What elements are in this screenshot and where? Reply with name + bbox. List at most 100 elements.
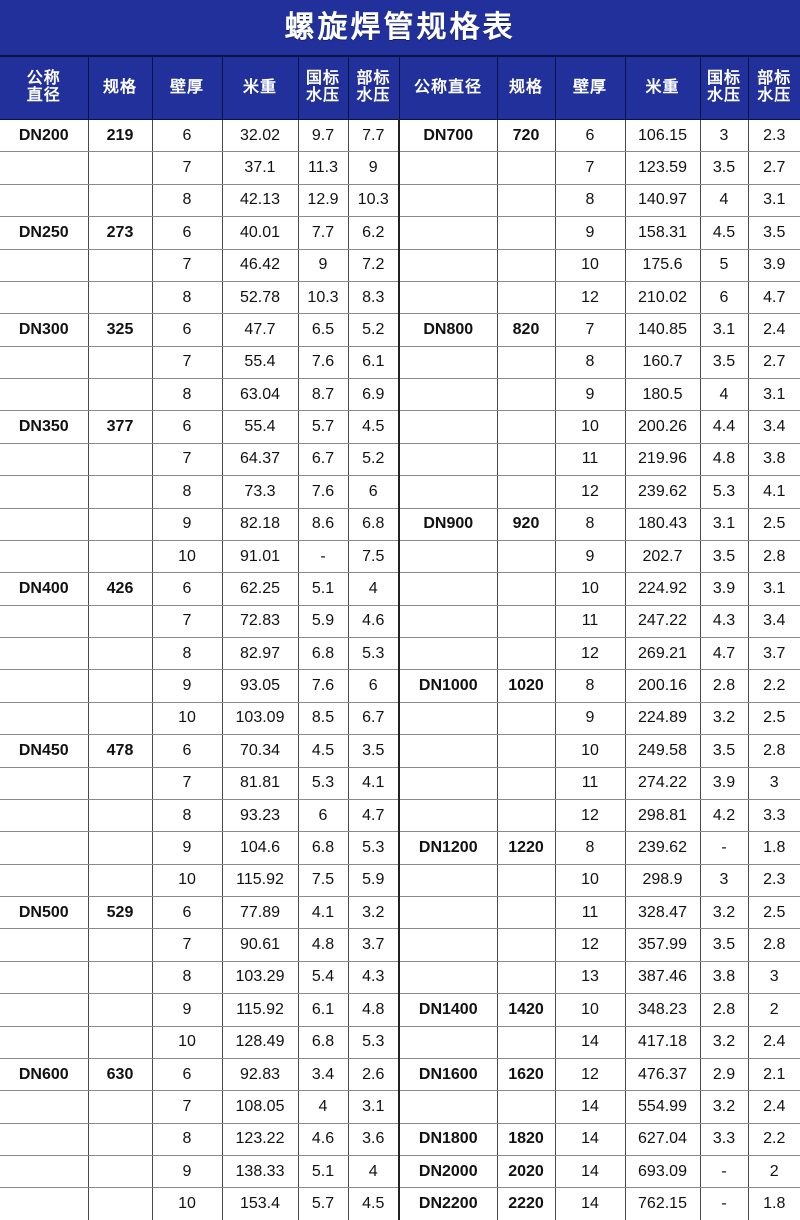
cell-right-wall-thickness: 9 [555, 702, 626, 736]
cell-right-wall-thickness: 8 [555, 346, 626, 380]
cell-left-wall-thickness: 7 [152, 249, 223, 282]
table-row: 10 91.01-7.5 9 202.7 3.5 2.8 [0, 540, 800, 574]
cell-right-wall-thickness: 11 [555, 605, 626, 639]
cell-left-size [88, 799, 153, 833]
cell-left-nominal-diameter [0, 249, 89, 282]
cell-left-gb-water-pressure: 7.6 [298, 669, 349, 703]
cell-right-mb-water-pressure: 2.5 [748, 702, 800, 736]
cell-right-mb-water-pressure: 2.3 [748, 118, 800, 153]
cell-left-nominal-diameter [0, 151, 89, 185]
cell-left-nominal-diameter [0, 507, 89, 541]
table-row: 9 104.6 6.8 5.3 DN1200 1220 8 239.62-1.8 [0, 831, 800, 865]
cell-right-wall-thickness: 10 [555, 993, 626, 1027]
cell-right-wall-thickness: 14 [555, 1090, 626, 1124]
cell-left-mb-water-pressure: 4.8 [348, 993, 400, 1027]
cell-left-meter-weight: 42.13 [222, 184, 299, 218]
table-row: DN400 426 6 62.25 5.1 4 10 224.92 3.9 3.1 [0, 572, 800, 606]
cell-right-size: 2020 [497, 1154, 556, 1189]
header-line: 国标 [305, 70, 340, 88]
cell-left-nominal-diameter [0, 767, 89, 800]
cell-left-meter-weight: 72.83 [222, 605, 299, 639]
cell-right-mb-water-pressure: 4.1 [748, 475, 800, 509]
cell-left-size [88, 443, 153, 477]
table-row: 10 103.09 8.5 6.7 9 224.89 3.2 2.5 [0, 702, 800, 736]
cell-left-mb-water-pressure: 4.3 [348, 961, 400, 995]
cell-right-size [497, 702, 556, 736]
cell-right-wall-thickness: 9 [555, 540, 626, 574]
cell-left-nominal-diameter: DN400 [0, 572, 89, 606]
cell-left-meter-weight: 93.05 [222, 669, 299, 703]
cell-left-nominal-diameter [0, 443, 89, 477]
cell-left-mb-water-pressure: 6.1 [348, 346, 400, 380]
cell-left-meter-weight: 40.01 [222, 216, 299, 250]
cell-left-size [88, 961, 153, 995]
cell-left-gb-water-pressure: - [298, 540, 349, 574]
cell-left-nominal-diameter [0, 864, 89, 898]
cell-right-mb-water-pressure: 2.4 [748, 313, 800, 347]
cell-left-wall-thickness: 8 [152, 475, 223, 509]
cell-right-wall-thickness: 11 [555, 443, 626, 477]
cell-left-meter-weight: 82.18 [222, 507, 299, 541]
cell-right-gb-water-pressure: 5.3 [700, 475, 749, 509]
cell-left-meter-weight: 123.22 [222, 1122, 299, 1157]
cell-left-meter-weight: 115.92 [222, 993, 299, 1027]
cell-left-mb-water-pressure: 4.1 [348, 767, 400, 800]
cell-right-size: 820 [497, 313, 556, 347]
cell-left-size [88, 669, 153, 703]
cell-left-mb-water-pressure: 4.6 [348, 605, 400, 639]
cell-right-size: 1620 [497, 1057, 556, 1092]
cell-left-wall-thickness: 7 [152, 443, 223, 477]
cell-left-size [88, 767, 153, 800]
cell-right-wall-thickness: 12 [555, 1057, 626, 1092]
cell-right-wall-thickness: 8 [555, 831, 626, 865]
cell-right-mb-water-pressure: 2 [748, 1154, 800, 1189]
cell-right-wall-thickness: 9 [555, 216, 626, 250]
cell-left-size [88, 1122, 153, 1157]
cell-right-wall-thickness: 7 [555, 313, 626, 347]
cell-right-wall-thickness: 10 [555, 572, 626, 606]
cell-right-nominal-diameter: DN2200 [399, 1187, 498, 1220]
cell-right-size: 1820 [497, 1122, 556, 1157]
cell-left-wall-thickness: 9 [152, 993, 223, 1027]
cell-right-nominal-diameter: DN700 [399, 118, 498, 153]
cell-right-wall-thickness: 14 [555, 1122, 626, 1157]
cell-right-meter-weight: 476.37 [625, 1057, 701, 1092]
cell-right-meter-weight: 274.22 [625, 767, 701, 800]
cell-right-wall-thickness: 14 [555, 1154, 626, 1189]
cell-right-meter-weight: 239.62 [625, 831, 701, 865]
cell-left-nominal-diameter: DN600 [0, 1057, 89, 1092]
cell-right-gb-water-pressure: 3.9 [700, 767, 749, 800]
cell-right-nominal-diameter [399, 443, 498, 477]
table-row: 7 46.42 9 7.2 10 175.6 5 3.9 [0, 249, 800, 282]
cell-left-size: 325 [88, 313, 153, 347]
table-row: 7 64.37 6.7 5.2 11 219.96 4.8 3.8 [0, 443, 800, 477]
cell-left-mb-water-pressure: 6.7 [348, 702, 400, 736]
table-row: 7 108.05 4 3.1 14 554.99 3.2 2.4 [0, 1090, 800, 1124]
cell-right-gb-water-pressure: 3.5 [700, 151, 749, 185]
cell-right-gb-water-pressure: 5 [700, 249, 749, 282]
cell-left-nominal-diameter: DN350 [0, 410, 89, 444]
cell-right-mb-water-pressure: 2.5 [748, 895, 800, 930]
cell-left-nominal-diameter [0, 346, 89, 380]
cell-right-mb-water-pressure: 3.1 [748, 184, 800, 218]
cell-right-gb-water-pressure: 3.2 [700, 702, 749, 736]
cell-left-mb-water-pressure: 7.5 [348, 540, 400, 574]
cell-right-mb-water-pressure: 2 [748, 993, 800, 1027]
cell-left-mb-water-pressure: 5.3 [348, 637, 400, 671]
cell-left-wall-thickness: 9 [152, 669, 223, 703]
cell-left-size [88, 1026, 153, 1059]
cell-left-gb-water-pressure: 6.5 [298, 313, 349, 347]
cell-right-size [497, 1026, 556, 1059]
cell-right-meter-weight: 210.02 [625, 281, 701, 315]
cell-left-gb-water-pressure: 11.3 [298, 151, 349, 185]
cell-left-wall-thickness: 8 [152, 378, 223, 412]
cell-left-size [88, 184, 153, 218]
cell-left-wall-thickness: 10 [152, 864, 223, 898]
cell-left-size: 529 [88, 895, 153, 930]
cell-right-wall-thickness: 10 [555, 734, 626, 768]
cell-left-mb-water-pressure: 5.9 [348, 864, 400, 898]
cell-left-nominal-diameter: DN300 [0, 313, 89, 347]
cell-right-mb-water-pressure: 2.3 [748, 864, 800, 898]
cell-right-nominal-diameter [399, 605, 498, 639]
